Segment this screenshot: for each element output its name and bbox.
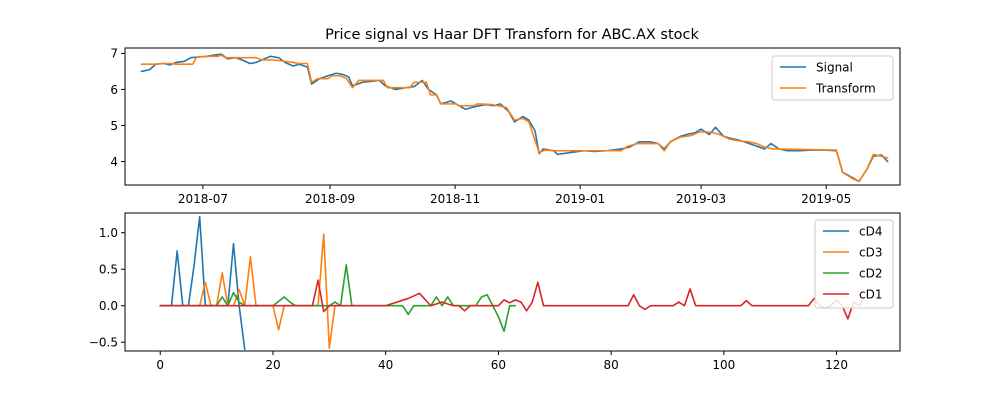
x-tick-label: 120: [825, 358, 848, 372]
legend-label-cd3: cD3: [859, 245, 882, 259]
x-tick-label: 60: [491, 358, 506, 372]
x-tick-label: 100: [712, 358, 735, 372]
price-x-axis: 2018-07 2018-09 2018-11 2019-01 2019-03 2019-…: [178, 185, 851, 206]
legend-box: [814, 219, 894, 309]
series-line-cd1: [159, 279, 866, 320]
y-tick-label: 0.0: [99, 299, 118, 313]
y-tick-label: 5: [110, 119, 118, 133]
legend-label-signal: Signal: [816, 60, 853, 74]
price-chart: Price signal vs Haar DFT Transforn for A…: [110, 27, 901, 206]
price-series-layer: [140, 53, 889, 183]
x-tick-label: 2019-03: [676, 192, 726, 206]
legend-label-cd1: cD1: [859, 287, 882, 301]
legend-label-cd4: cD4: [859, 224, 882, 238]
x-tick-label: 2018-07: [178, 192, 228, 206]
x-tick-label: 40: [378, 358, 393, 372]
x-tick-label: 0: [156, 358, 164, 372]
x-tick-label: 80: [603, 358, 618, 372]
wavelet-coefficients-chart: 0 20 40 60 80 100 120 −0.50.00.51.0 cD4cD3cD2c…: [89, 212, 901, 372]
x-tick-label: 2019-01: [555, 192, 605, 206]
price-y-axis: 4 5 6 7: [110, 47, 125, 169]
coefficients-series-layer: [159, 215, 866, 351]
x-tick-label: 20: [265, 358, 280, 372]
legend-label-cd2: cD2: [859, 266, 882, 280]
price-plot-frame: [124, 47, 901, 186]
x-tick-label: 2019-05: [801, 192, 851, 206]
series-line-cd4: [159, 215, 246, 351]
coefficients-legend: cD4 cD3 cD2 cD1: [814, 219, 894, 309]
x-tick-label: 2018-09: [305, 192, 355, 206]
y-tick-label: 6: [110, 83, 118, 97]
y-tick-label: 0.5: [99, 263, 118, 277]
x-tick-label: 2018-11: [430, 192, 480, 206]
coefficients-plot-frame: [124, 212, 901, 352]
chart-title: Price signal vs Haar DFT Transforn for A…: [325, 27, 699, 43]
y-tick-label: 4: [110, 155, 118, 169]
coefficients-x-axis: 0 20 40 60 80 100 120: [156, 351, 848, 372]
y-tick-label: 7: [110, 47, 118, 61]
y-tick-label: 1.0: [99, 226, 118, 240]
legend-label-transform: Transform: [815, 81, 876, 95]
series-line-transform: [140, 54, 889, 183]
coefficients-y-axis: −0.5 0.0 0.5 1.0: [89, 226, 125, 350]
y-tick-label: −0.5: [89, 336, 118, 350]
price-legend: Signal Transform: [771, 55, 894, 101]
